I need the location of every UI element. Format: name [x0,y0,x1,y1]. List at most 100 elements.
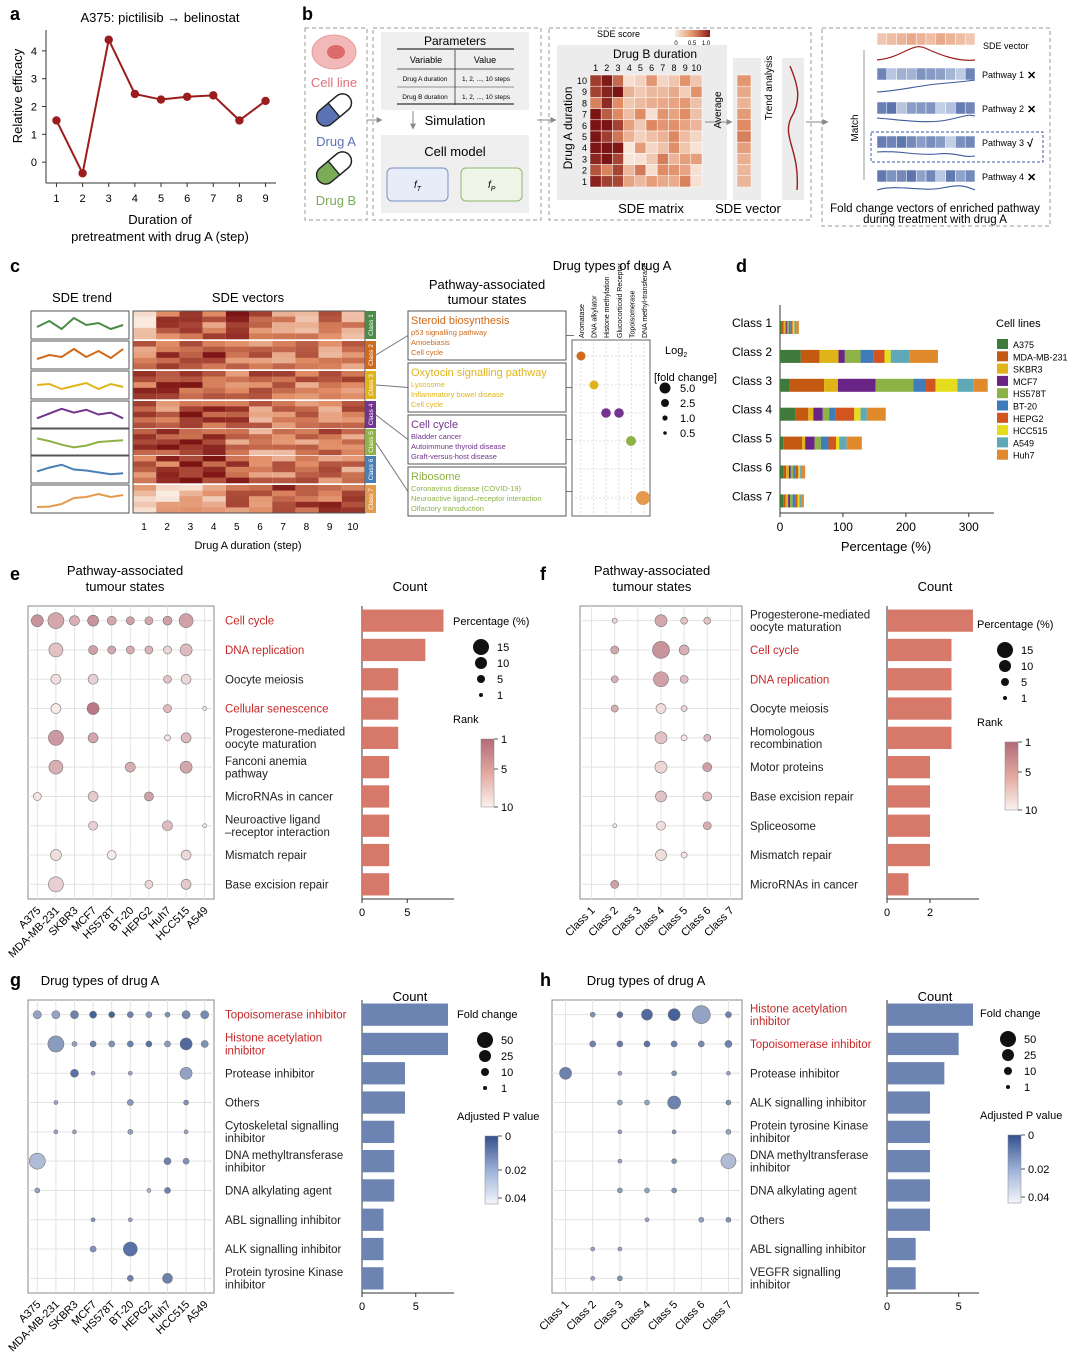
d-stacked-segment [788,321,791,334]
dot-mark [164,734,171,742]
d-stacked-segment [822,407,830,421]
sde-heatmap-cell [156,461,180,468]
sde-heatmap-cell [249,449,273,456]
sde-heatmap-cell [295,357,319,364]
sde-heatmap-cell [225,393,249,400]
d-stacked-segment [786,321,789,334]
dot-mark [610,675,619,684]
sde-heatmap-cell [179,316,203,323]
sde-heatmap-cell [341,401,365,407]
sde-tick-0: 0 [674,41,678,47]
dot-mark [162,820,173,832]
matrix-cell [656,85,669,98]
sde-heatmap-cell [202,444,226,451]
pathway-label: Pathway 3 [982,138,1024,148]
pathway-bar-cell [915,135,927,149]
dot-mark [590,1246,596,1252]
colorbar-tick-label: 5 [1025,767,1031,779]
panel-title-2: tumour states [86,579,165,594]
dot-mark [182,1157,190,1165]
matrix-cell [668,141,680,154]
sde-heatmap-cell [295,327,319,334]
dot-mark [590,1276,596,1281]
c-drugtypes-title: Drug types of drug A [553,258,672,273]
d-stacked-segment [828,436,837,450]
pathway-bar-cell [964,169,976,183]
sde-heatmap-cell [295,382,319,389]
d-stacked-segment [805,436,815,450]
log2-sub: 2 [683,352,687,359]
panel-title-1: Pathway-associated [594,563,710,578]
sde-heatmap-cell [318,477,342,484]
sde-heatmap-cell [156,417,180,423]
trend-frame [30,310,130,340]
matrix-cell [668,97,680,109]
dot-mark [180,879,192,890]
dot-mark [702,762,713,772]
row-label: MicroRNAs in cancer [225,791,333,803]
size-legend-dot [1000,1031,1016,1047]
d-stacked-segment [786,465,789,479]
sde-heatmap-cell [295,477,319,484]
d-xtick-label: 300 [959,520,979,534]
size-legend-label: 50 [501,1035,513,1047]
drug-a-capsule-icon [315,93,353,127]
pathway-bar-cell [915,101,927,115]
d-stacked-segment [802,436,806,450]
sde-heatmap-cell [272,363,296,370]
c-xtick-label: 2 [164,522,170,533]
a-data-point [182,92,192,101]
sde-heatmap-cell [341,456,365,462]
bar-xtick-label: 5 [404,907,410,919]
matrix-cell [634,141,647,154]
count-bar [887,697,952,720]
dot-mark [654,760,668,774]
drug-a-label: Drug A [316,134,356,149]
dot-mark [28,1152,46,1170]
d-stacked-segment [973,378,988,392]
sde-heatmap-cell [249,444,273,451]
c-xtick-label: 1 [141,522,147,533]
matrix-cell [656,74,669,87]
trend-analysis-label: Trend analysis [764,56,775,121]
dot-mark [183,1129,189,1135]
dot-mark [724,1040,733,1048]
size-legend-dot [1006,1085,1010,1089]
trend-line [36,347,124,360]
matrix-cell [656,119,669,132]
matrix-cell [600,130,613,143]
sde-heatmap-cell [179,371,203,377]
sde-heatmap-cell [202,477,226,484]
sde-heatmap-cell [133,406,157,413]
a-xtick-label: 1 [53,193,59,205]
sde-heatmap-cell [249,461,273,468]
pathway-bar-cell [886,169,897,183]
c-connector [375,384,409,388]
d-stacked-segment [801,494,804,508]
dot-mark [200,1010,209,1019]
sde-heatmap-cell [249,363,273,370]
dot-mark [617,1099,623,1106]
sde-heatmap-cell [225,434,249,440]
size-legend-dot [479,1050,491,1062]
a-xtick-label: 6 [184,193,190,205]
pathway-bar-cell [955,135,966,149]
sde-heatmap-cell [295,466,319,473]
sde-heatmap-cell [156,333,180,340]
matrix-cell [679,130,692,143]
dot-mark [72,1129,77,1135]
dot-mark [671,1158,677,1164]
sde-heatmap-cell [202,507,226,514]
sde-heatmap-cell [341,387,365,394]
sde-heatmap-cell [249,382,273,389]
sde-heatmap-cell [179,507,203,514]
c-box-item: Cell cycle [411,348,443,357]
trend-line [36,381,124,391]
d-stacked-segment [814,436,821,450]
params-col-variable: Variable [410,55,442,65]
sde-heatmap-cell [318,406,342,413]
dot-mark [179,1037,193,1051]
size-legend-label: 50 [1024,1034,1036,1046]
sde-heatmap-cell [341,371,365,377]
pathway-bar-cell [876,169,888,183]
